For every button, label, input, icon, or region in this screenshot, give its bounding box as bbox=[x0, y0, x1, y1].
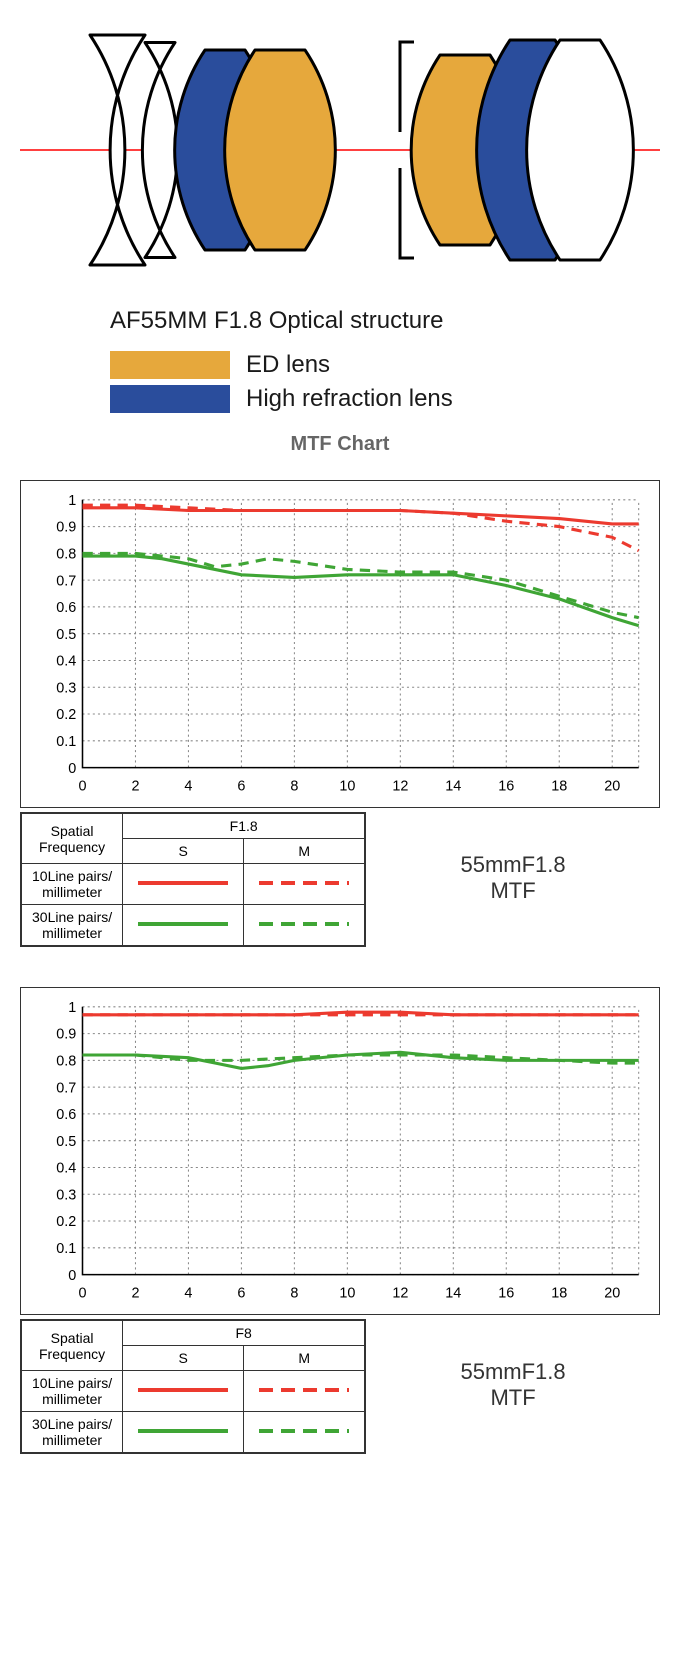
svg-text:0.2: 0.2 bbox=[56, 1214, 76, 1230]
svg-text:18: 18 bbox=[551, 778, 567, 794]
svg-text:0.1: 0.1 bbox=[56, 734, 76, 750]
svg-text:0.1: 0.1 bbox=[56, 1241, 76, 1257]
svg-text:0.4: 0.4 bbox=[56, 1161, 76, 1177]
svg-text:20: 20 bbox=[604, 1285, 620, 1301]
svg-text:0.7: 0.7 bbox=[56, 573, 76, 589]
svg-text:0.9: 0.9 bbox=[56, 1027, 76, 1043]
svg-text:12: 12 bbox=[392, 1285, 408, 1301]
mtf-section-title: MTF Chart bbox=[20, 433, 660, 456]
svg-text:14: 14 bbox=[445, 778, 461, 794]
svg-text:4: 4 bbox=[184, 778, 192, 794]
svg-text:1: 1 bbox=[68, 1000, 76, 1016]
optical-legend-row: High refraction lens bbox=[110, 385, 660, 413]
svg-text:16: 16 bbox=[498, 1285, 514, 1301]
svg-text:14: 14 bbox=[445, 1285, 461, 1301]
svg-text:2: 2 bbox=[131, 1285, 139, 1301]
svg-text:1: 1 bbox=[68, 493, 76, 509]
svg-text:10: 10 bbox=[339, 1285, 355, 1301]
legend-swatch bbox=[110, 351, 230, 379]
svg-text:8: 8 bbox=[290, 778, 298, 794]
legend-swatch bbox=[110, 385, 230, 413]
svg-text:0.5: 0.5 bbox=[56, 627, 76, 643]
optical-legend-row: ED lens bbox=[110, 351, 660, 379]
optical-structure-svg bbox=[20, 10, 660, 290]
svg-text:16: 16 bbox=[498, 778, 514, 794]
svg-text:0.7: 0.7 bbox=[56, 1080, 76, 1096]
svg-text:0.8: 0.8 bbox=[56, 1054, 76, 1070]
svg-text:0.6: 0.6 bbox=[56, 1107, 76, 1123]
svg-text:0.9: 0.9 bbox=[56, 520, 76, 536]
chart-caption: 55mmF1.8MTF bbox=[366, 852, 660, 904]
chart-legend-table: SpatialFrequencyF1.8SM10Line pairs/milli… bbox=[21, 813, 365, 946]
svg-text:18: 18 bbox=[551, 1285, 567, 1301]
svg-text:12: 12 bbox=[392, 778, 408, 794]
svg-text:0.3: 0.3 bbox=[56, 680, 76, 696]
svg-text:4: 4 bbox=[184, 1285, 192, 1301]
svg-text:10: 10 bbox=[339, 778, 355, 794]
mtf-chart: 0 2 4 6 8 10 12 14 16 18 20 0 0.1 0.2 0.3 0.4 0.5 0.6 0.7 0… bbox=[20, 987, 660, 1315]
svg-text:2: 2 bbox=[131, 778, 139, 794]
optical-title: AF55MM F1.8 Optical structure bbox=[110, 307, 660, 335]
svg-text:0: 0 bbox=[68, 761, 76, 777]
chart-caption: 55mmF1.8MTF bbox=[366, 1359, 660, 1411]
mtf-chart: 0 2 4 6 8 10 12 14 16 18 20 0 0.1 0.2 0.3 0.4 0.5 0.6 0.7 0… bbox=[20, 480, 660, 808]
svg-text:6: 6 bbox=[237, 1285, 245, 1301]
svg-text:0: 0 bbox=[68, 1268, 76, 1284]
chart-legend-table: SpatialFrequencyF8SM10Line pairs/millime… bbox=[21, 1320, 365, 1453]
svg-text:20: 20 bbox=[604, 778, 620, 794]
svg-text:0.3: 0.3 bbox=[56, 1187, 76, 1203]
svg-text:6: 6 bbox=[237, 778, 245, 794]
svg-text:0.5: 0.5 bbox=[56, 1134, 76, 1150]
legend-label: High refraction lens bbox=[246, 385, 453, 413]
svg-text:0: 0 bbox=[78, 778, 86, 794]
svg-text:0.6: 0.6 bbox=[56, 600, 76, 616]
svg-text:0.8: 0.8 bbox=[56, 547, 76, 563]
svg-text:0.4: 0.4 bbox=[56, 654, 76, 670]
legend-label: ED lens bbox=[246, 351, 330, 379]
svg-text:0.2: 0.2 bbox=[56, 707, 76, 723]
svg-text:8: 8 bbox=[290, 1285, 298, 1301]
svg-text:0: 0 bbox=[78, 1285, 86, 1301]
